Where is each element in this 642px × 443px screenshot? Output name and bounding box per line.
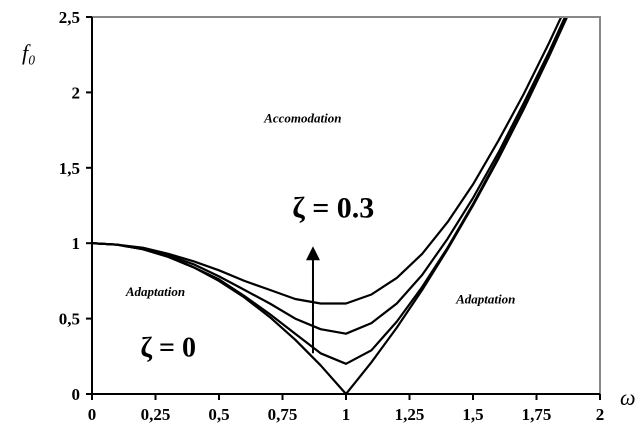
x-tick-label: 1,75 — [522, 405, 552, 424]
x-axis-label: ω — [620, 385, 636, 410]
x-tick-label: 0,5 — [208, 405, 229, 424]
y-tick-label: 1 — [72, 234, 81, 253]
zeta-label: ζ = 0 — [140, 332, 196, 363]
x-tick-label: 0,75 — [268, 405, 298, 424]
x-tick-label: 0,25 — [141, 405, 171, 424]
y-tick-label: 1,5 — [59, 159, 80, 178]
annotations: Accomodation Adaptation Adaptation ζ = 0.3 ζ… — [125, 111, 515, 364]
zeta-label: ζ = 0.3 — [292, 192, 374, 225]
region-label: Accomodation — [263, 111, 341, 126]
x-tick-label: 0 — [88, 405, 97, 424]
series-line-zeta-0.3 — [92, 17, 563, 305]
series-line-zeta-0.2 — [92, 17, 567, 335]
x-tick-label: 1 — [342, 405, 351, 424]
x-tick-label: 1,5 — [462, 405, 483, 424]
y-tick-label: 0,5 — [59, 310, 80, 329]
x-tick-label: 2 — [596, 405, 605, 424]
x-tick-label: 1,25 — [395, 405, 425, 424]
y-ticks: 0 0,5 1 1,5 2 2,5 — [59, 8, 92, 404]
y-tick-label: 2,5 — [59, 8, 80, 27]
plot-curves — [92, 17, 569, 394]
region-label: Adaptation — [455, 292, 515, 307]
arrow-head — [305, 246, 320, 261]
y-axis-label: f₀ — [22, 40, 36, 65]
region-label: Adaptation — [125, 284, 185, 299]
x-ticks: 0 0,25 0,5 0,75 1 1,25 1,5 1,75 2 — [88, 394, 605, 424]
y-tick-label: 0 — [72, 385, 81, 404]
arrow — [305, 246, 320, 354]
series-line-zeta-0.1 — [92, 17, 569, 365]
y-tick-label: 2 — [72, 83, 81, 102]
